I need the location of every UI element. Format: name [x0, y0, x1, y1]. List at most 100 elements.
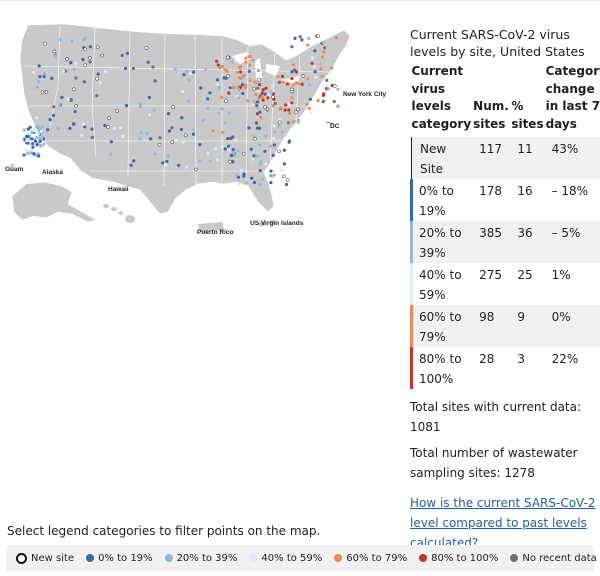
site-point-p40-59[interactable] [213, 147, 218, 151]
site-point-p60-79[interactable] [319, 67, 323, 71]
site-point-p60-79[interactable] [291, 63, 295, 67]
site-point-p20-39[interactable] [217, 86, 221, 90]
site-point-p20-39[interactable] [30, 130, 34, 134]
site-point-p60-79[interactable] [246, 99, 250, 103]
site-point-no-recent[interactable] [325, 78, 329, 82]
site-point-p40-59[interactable] [220, 145, 224, 149]
site-point-p60-79[interactable] [219, 95, 224, 99]
site-point-p0-19[interactable] [313, 49, 317, 53]
site-point-p0-19[interactable] [165, 159, 169, 164]
site-point-p60-79[interactable] [244, 56, 248, 60]
site-point-p0-19[interactable] [73, 109, 77, 114]
site-point-p40-59[interactable] [148, 113, 152, 117]
site-point-no-recent[interactable] [290, 45, 294, 49]
site-point-p20-39[interactable] [307, 36, 311, 40]
site-point-new-site[interactable] [253, 136, 258, 141]
site-point-new-site[interactable] [100, 53, 105, 58]
site-point-p80-100[interactable] [227, 91, 231, 95]
site-point-p0-19[interactable] [250, 176, 254, 180]
site-point-no-recent[interactable] [52, 105, 56, 109]
site-point-p40-59[interactable] [66, 97, 70, 101]
site-point-p20-39[interactable] [308, 83, 312, 87]
site-point-new-site[interactable] [83, 63, 88, 67]
site-point-new-site[interactable] [71, 87, 76, 92]
site-point-p20-39[interactable] [58, 37, 62, 41]
site-point-p20-39[interactable] [109, 152, 113, 156]
site-point-p60-79[interactable] [259, 116, 263, 120]
site-point-p0-19[interactable] [129, 163, 133, 167]
site-point-p80-100[interactable] [261, 98, 265, 102]
calculation-info-link[interactable]: How is the current SARS-CoV-2 level comp… [410, 496, 596, 550]
site-point-p60-79[interactable] [237, 76, 242, 80]
site-point-p80-100[interactable] [285, 82, 290, 86]
site-point-p0-19[interactable] [82, 80, 86, 84]
site-point-p20-39[interactable] [187, 78, 191, 82]
site-point-p40-59[interactable] [272, 124, 276, 128]
site-point-p60-79[interactable] [306, 77, 310, 81]
site-point-p20-39[interactable] [237, 96, 241, 100]
site-point-p20-39[interactable] [72, 67, 76, 72]
site-point-p20-39[interactable] [138, 102, 142, 106]
site-point-p20-39[interactable] [327, 87, 331, 91]
site-point-p60-79[interactable] [249, 54, 253, 59]
site-point-p60-79[interactable] [221, 130, 225, 134]
site-point-p60-79[interactable] [297, 82, 301, 86]
site-point-new-site[interactable] [95, 76, 99, 81]
site-point-p20-39[interactable] [269, 90, 274, 94]
site-point-p0-19[interactable] [42, 74, 46, 79]
site-point-p40-59[interactable] [39, 129, 43, 133]
site-point-p0-19[interactable] [51, 113, 56, 118]
site-point-p20-39[interactable] [256, 106, 260, 110]
site-point-p40-59[interactable] [267, 93, 271, 98]
site-point-new-site[interactable] [228, 159, 232, 164]
site-point-p20-39[interactable] [263, 135, 267, 139]
site-point-p20-39[interactable] [280, 130, 284, 134]
site-point-p60-79[interactable] [260, 95, 264, 99]
site-point-p20-39[interactable] [28, 151, 32, 155]
site-point-p20-39[interactable] [204, 68, 208, 72]
site-point-p40-59[interactable] [272, 136, 276, 140]
site-point-p60-79[interactable] [306, 43, 310, 47]
site-point-p40-59[interactable] [181, 89, 185, 94]
site-point-p0-19[interactable] [206, 97, 210, 101]
site-point-p40-59[interactable] [32, 126, 36, 130]
site-point-new-site[interactable] [193, 167, 198, 172]
site-point-p20-39[interactable] [53, 54, 58, 58]
site-point-new-site[interactable] [301, 74, 306, 79]
site-point-new-site[interactable] [65, 57, 69, 61]
site-point-p0-19[interactable] [88, 45, 92, 49]
site-point-p60-79[interactable] [320, 55, 325, 59]
site-point-p40-59[interactable] [112, 126, 116, 130]
site-point-p0-19[interactable] [38, 139, 42, 143]
site-point-p60-79[interactable] [307, 106, 311, 111]
site-point-p0-19[interactable] [149, 137, 153, 141]
site-point-p60-79[interactable] [334, 36, 338, 40]
site-point-p40-59[interactable] [61, 69, 66, 73]
site-point-p20-39[interactable] [255, 154, 259, 158]
site-point-no-recent[interactable] [321, 100, 325, 104]
site-point-p20-39[interactable] [277, 124, 281, 128]
site-point-p40-59[interactable] [26, 149, 30, 153]
site-point-p40-59[interactable] [206, 151, 210, 156]
site-point-p20-39[interactable] [40, 125, 45, 129]
site-point-p0-19[interactable] [208, 91, 212, 95]
site-point-new-site[interactable] [277, 149, 282, 154]
site-point-p20-39[interactable] [35, 85, 40, 89]
site-point-p0-19[interactable] [103, 123, 107, 128]
site-point-p80-100[interactable] [300, 82, 304, 86]
site-point-new-site[interactable] [170, 140, 175, 144]
site-point-p0-19[interactable] [124, 66, 128, 71]
site-point-p0-19[interactable] [252, 154, 256, 158]
site-point-p20-39[interactable] [270, 174, 274, 178]
site-point-p40-59[interactable] [74, 61, 78, 66]
site-point-p40-59[interactable] [104, 69, 108, 73]
site-point-p0-19[interactable] [30, 137, 34, 141]
site-point-p40-59[interactable] [310, 56, 314, 60]
site-point-no-recent[interactable] [90, 135, 94, 139]
site-point-new-site[interactable] [107, 116, 111, 121]
site-point-p80-100[interactable] [261, 88, 265, 92]
site-point-p20-39[interactable] [223, 121, 227, 125]
site-point-p0-19[interactable] [38, 75, 42, 79]
site-point-p20-39[interactable] [138, 105, 143, 109]
site-point-p80-100[interactable] [266, 96, 270, 100]
